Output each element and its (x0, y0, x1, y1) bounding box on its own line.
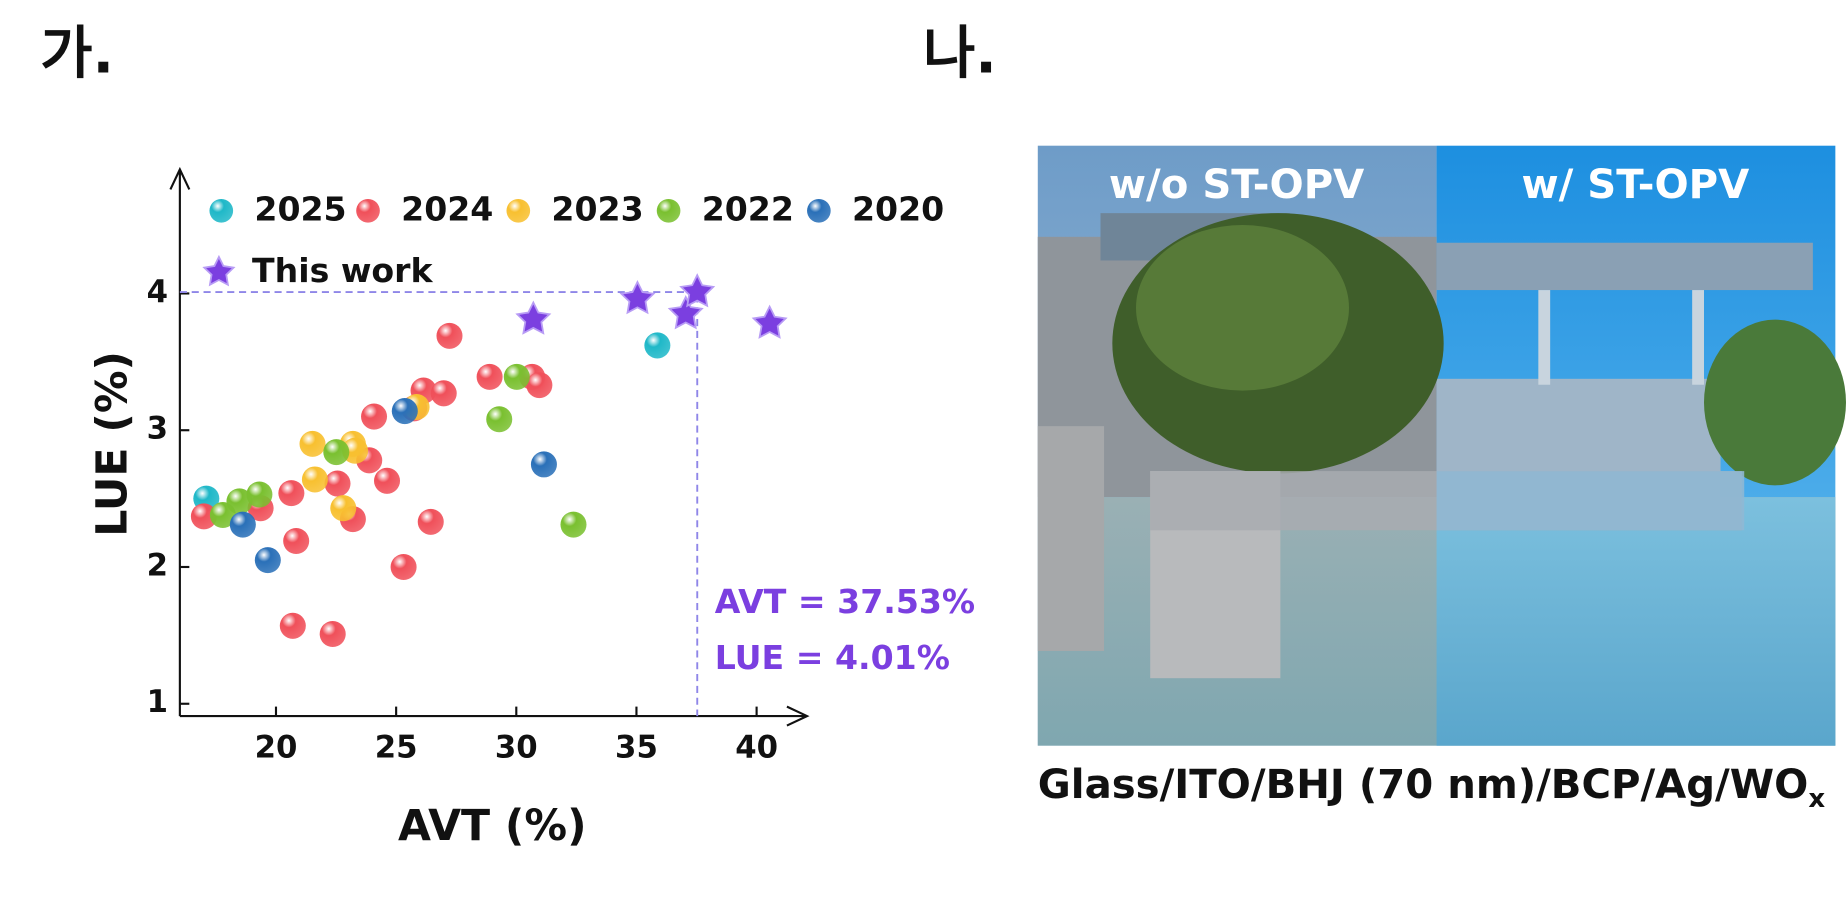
sphere-marker (283, 527, 310, 555)
star-marker (515, 300, 552, 335)
sphere-marker (560, 511, 587, 538)
legend-marker (506, 198, 531, 223)
sphere-marker (417, 508, 444, 535)
roof (1436, 242, 1813, 291)
sphere-marker (361, 403, 388, 430)
legend-marker (356, 198, 380, 223)
star-marker (751, 304, 788, 339)
star-marker (619, 280, 656, 315)
wall (1037, 426, 1105, 651)
photo: w/o ST-OPV w/ ST-OPV Glass/ITO/BHJ (70 n… (1037, 145, 1846, 813)
tree (1704, 319, 1846, 486)
legend-marker (656, 198, 681, 223)
x-tick-label: 35 (615, 730, 658, 766)
sphere-marker (190, 503, 217, 530)
sphere-marker (373, 467, 401, 494)
sphere-marker (476, 363, 503, 390)
photo-label: w/o ST-OPV (1109, 162, 1364, 208)
sphere-marker (342, 437, 369, 464)
sphere-marker (436, 322, 463, 349)
sphere-marker (430, 380, 457, 407)
guide-line (179, 291, 699, 717)
tree (1136, 224, 1349, 391)
sphere-marker (246, 481, 273, 508)
sphere-marker (229, 511, 256, 538)
pillar (1692, 290, 1704, 385)
legend-label: This work (252, 251, 433, 290)
sphere-marker (299, 430, 326, 457)
y-tick-label: 4 (147, 274, 168, 310)
panel-label: 나. (923, 21, 997, 87)
legend-marker (202, 254, 236, 287)
sphere-marker (390, 553, 417, 581)
photo-label: w/ ST-OPV (1521, 162, 1749, 208)
x-axis-title: AVT (%) (398, 801, 587, 851)
y-tick-label: 2 (147, 547, 168, 583)
axes (169, 166, 810, 727)
sphere-marker (644, 332, 671, 359)
wall (1436, 471, 1745, 531)
legend-label: 2022 (702, 189, 794, 228)
legend-marker (807, 198, 831, 223)
sphere-marker (301, 466, 328, 493)
y-axis-title: LUE (%) (87, 351, 137, 537)
sphere-marker (530, 451, 557, 478)
caption-text: Glass/ITO/BHJ (70 nm)/BCP/Ag/WO (1038, 762, 1809, 808)
sphere-marker (279, 612, 306, 639)
annotation: AVT = 37.53% (715, 582, 975, 621)
caption: Glass/ITO/BHJ (70 nm)/BCP/Ag/WOx (1038, 762, 1826, 813)
legend-label: 2025 (254, 189, 346, 228)
sphere-marker (391, 398, 418, 425)
sphere-marker (323, 439, 350, 466)
sphere-marker (526, 372, 553, 399)
y-tick-label: 3 (147, 411, 168, 447)
star-marker (667, 295, 704, 330)
x-tick-label: 20 (255, 730, 298, 766)
legend-label: 2023 (551, 189, 643, 228)
sphere-marker (330, 495, 357, 522)
sphere-marker (278, 480, 305, 507)
panel-label: 가. (40, 21, 114, 87)
y-tick-label: 1 (147, 684, 168, 720)
water (1436, 497, 1836, 746)
caption-subscript: x (1808, 783, 1825, 813)
pillar (1538, 290, 1551, 385)
star-marker (679, 273, 716, 308)
legend-label: 2020 (852, 189, 944, 228)
x-tick-label: 25 (375, 730, 418, 766)
sphere-marker (503, 363, 530, 390)
x-tick-label: 30 (495, 730, 538, 766)
sphere-marker (319, 620, 346, 648)
annotation: LUE = 4.01% (715, 638, 950, 677)
x-tick-label: 40 (735, 730, 778, 766)
sphere-marker (324, 470, 351, 497)
legend-marker (209, 198, 234, 223)
sphere-marker (226, 488, 253, 515)
legend-label: 2024 (401, 189, 493, 228)
sphere-marker (254, 547, 281, 574)
sphere-marker (486, 406, 513, 433)
